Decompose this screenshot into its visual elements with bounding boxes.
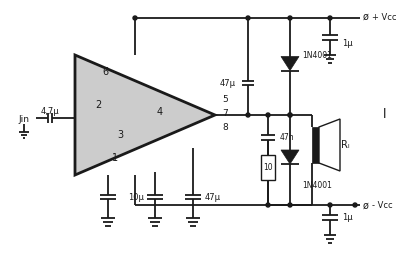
Text: + Vcc: + Vcc xyxy=(372,12,396,22)
Bar xyxy=(261,155,275,180)
Circle shape xyxy=(266,113,270,117)
Text: 1: 1 xyxy=(112,153,118,163)
Circle shape xyxy=(328,203,332,207)
Text: 10μ: 10μ xyxy=(128,193,144,201)
Text: 5: 5 xyxy=(222,96,228,104)
Text: 4: 4 xyxy=(157,107,163,117)
Circle shape xyxy=(328,16,332,20)
Text: - Vcc: - Vcc xyxy=(372,201,393,211)
Text: 8: 8 xyxy=(222,122,228,132)
Text: 47μ: 47μ xyxy=(205,193,221,201)
Circle shape xyxy=(288,113,292,117)
Text: l: l xyxy=(383,108,387,121)
Circle shape xyxy=(266,203,270,207)
Text: 1μ: 1μ xyxy=(342,214,353,223)
Text: Rₗ: Rₗ xyxy=(341,140,349,150)
Polygon shape xyxy=(281,150,299,164)
Text: 1N4001: 1N4001 xyxy=(302,181,332,189)
Polygon shape xyxy=(281,56,299,71)
Text: ø: ø xyxy=(363,201,369,211)
Text: 1μ: 1μ xyxy=(342,39,353,47)
Circle shape xyxy=(246,16,250,20)
Polygon shape xyxy=(319,119,340,171)
Text: Jin: Jin xyxy=(18,116,29,124)
Text: 1N4001: 1N4001 xyxy=(302,51,332,59)
Text: ø: ø xyxy=(363,12,369,22)
Polygon shape xyxy=(75,55,215,175)
Text: 4,7μ: 4,7μ xyxy=(41,106,59,116)
Circle shape xyxy=(353,203,357,207)
Circle shape xyxy=(288,113,292,117)
Text: 47μ: 47μ xyxy=(220,78,236,87)
Circle shape xyxy=(246,113,250,117)
Text: 10: 10 xyxy=(263,163,273,171)
Circle shape xyxy=(288,203,292,207)
Text: 3: 3 xyxy=(117,130,123,140)
Circle shape xyxy=(288,16,292,20)
Text: 2: 2 xyxy=(95,100,101,110)
Bar xyxy=(312,127,319,163)
Text: 6: 6 xyxy=(102,67,108,77)
Circle shape xyxy=(133,16,137,20)
Text: 47n: 47n xyxy=(280,134,295,142)
Text: 7: 7 xyxy=(222,108,228,118)
